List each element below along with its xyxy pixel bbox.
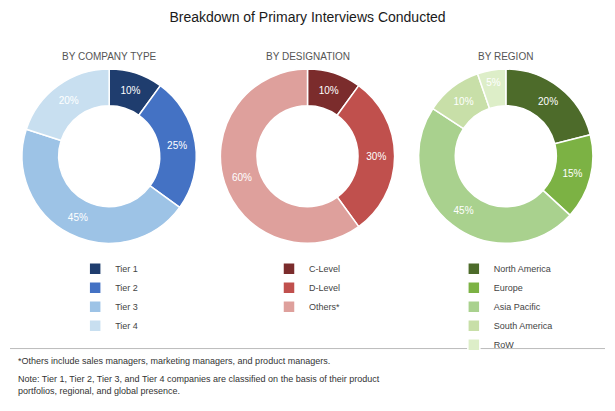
svg-text:25%: 25%	[167, 140, 187, 151]
svg-text:20%: 20%	[538, 96, 558, 107]
svg-text:*Others include sales managers: *Others include sales managers, marketin…	[18, 356, 330, 366]
svg-text:45%: 45%	[453, 205, 473, 216]
svg-text:Asia Pacific: Asia Pacific	[494, 302, 541, 312]
svg-text:Tier 2: Tier 2	[115, 283, 138, 293]
svg-text:15%: 15%	[562, 168, 582, 179]
svg-text:Breakdown of Primary Interview: Breakdown of Primary Interviews Conducte…	[169, 9, 445, 25]
svg-text:60%: 60%	[232, 172, 252, 183]
svg-text:Europe: Europe	[494, 283, 523, 293]
svg-text:Others*: Others*	[309, 302, 340, 312]
svg-text:South America: South America	[494, 321, 553, 331]
svg-text:C-Level: C-Level	[309, 264, 340, 274]
svg-text:45%: 45%	[68, 212, 88, 223]
svg-text:Note: Tier 1, Tier 2, Tier 3,: Note: Tier 1, Tier 2, Tier 3, and Tier 4…	[18, 374, 380, 396]
svg-text:5%: 5%	[486, 77, 501, 88]
svg-text:RoW: RoW	[494, 340, 515, 350]
svg-text:D-Level: D-Level	[309, 283, 340, 293]
svg-text:North America: North America	[494, 264, 551, 274]
svg-text:Tier 3: Tier 3	[115, 302, 138, 312]
svg-text:BY DESIGNATION: BY DESIGNATION	[266, 51, 350, 62]
svg-text:10%: 10%	[453, 96, 473, 107]
svg-text:30%: 30%	[366, 151, 386, 162]
svg-text:BY COMPANY TYPE: BY COMPANY TYPE	[62, 51, 157, 62]
svg-text:Tier 1: Tier 1	[115, 264, 138, 274]
svg-text:10%: 10%	[120, 85, 140, 96]
svg-text:BY REGION: BY REGION	[478, 51, 533, 62]
svg-text:20%: 20%	[59, 95, 79, 106]
svg-text:Tier 4: Tier 4	[115, 321, 138, 331]
svg-text:10%: 10%	[319, 85, 339, 96]
